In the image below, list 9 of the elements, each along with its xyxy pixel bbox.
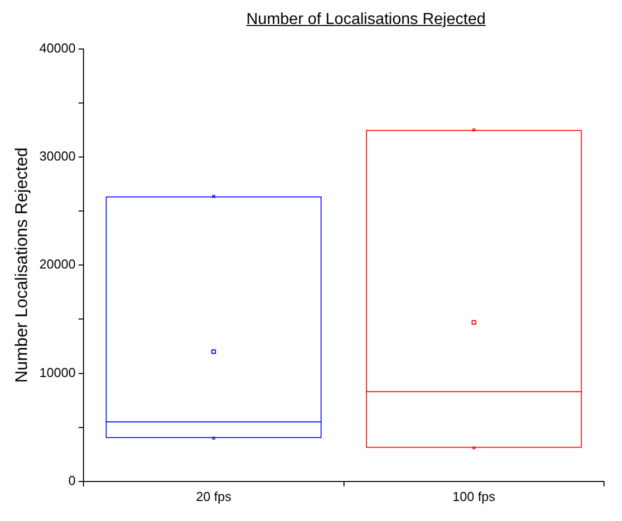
y-tick-label: 30000 xyxy=(39,148,76,164)
y-tick-label: 40000 xyxy=(39,40,76,56)
x-tick-label: 100 fps xyxy=(452,488,496,504)
y-tick-label: 0 xyxy=(68,472,76,488)
y-tick-label: 10000 xyxy=(39,364,76,380)
y-tick-label: 20000 xyxy=(39,256,76,272)
y-axis-title: Number Localisations Rejected xyxy=(12,147,31,383)
chart-title: Number of Localisations Rejected xyxy=(245,10,487,30)
x-tick-label: 20 fps xyxy=(196,488,232,504)
